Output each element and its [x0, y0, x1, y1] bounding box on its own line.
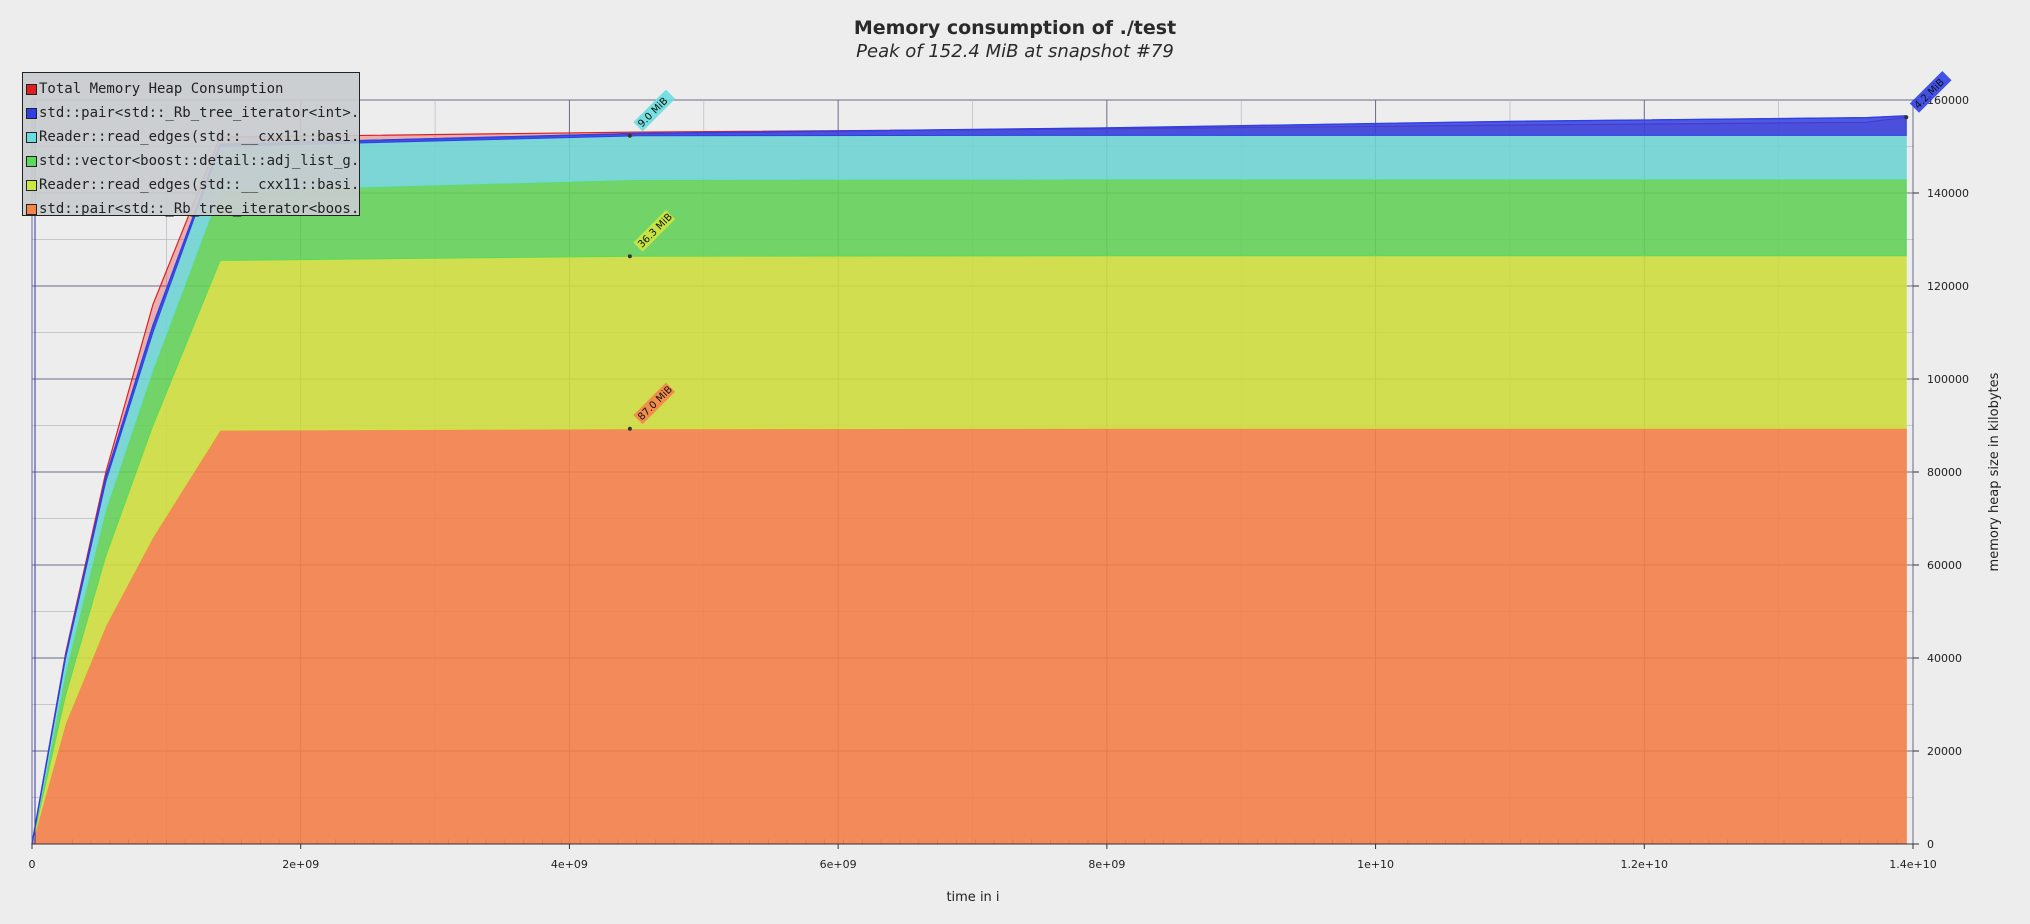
series-area	[31, 427, 1907, 845]
x-axis-label: time in i	[946, 890, 999, 905]
annotation-point	[627, 254, 632, 259]
y-axis-label: memory heap size in kilobytes	[1987, 372, 2002, 571]
y-tick-label: 60000	[1927, 559, 1962, 572]
legend-swatch	[26, 203, 37, 215]
annotation-point	[627, 133, 632, 138]
chart-subtitle: Peak of 152.4 MiB at snapshot #79	[856, 41, 1174, 62]
annotation-point	[627, 426, 632, 431]
legend-swatch	[26, 83, 37, 95]
legend-swatch	[26, 179, 37, 191]
x-tick-label: 6e+09	[820, 858, 857, 871]
legend-label: Total Memory Heap Consumption	[39, 81, 284, 97]
annotation-box	[633, 210, 676, 252]
legend-label: Reader::read_edges(std::__cxx11::basi...	[39, 129, 356, 145]
legend-swatch	[26, 155, 37, 167]
x-tick-label: 4e+09	[551, 858, 588, 871]
x-tick-label: 1.4e+10	[1889, 858, 1936, 871]
annotation-point	[1904, 115, 1909, 120]
x-tick-label: 0	[29, 858, 36, 871]
legend-item-series: std::vector<boost::detail::adj_list_g...	[26, 149, 356, 173]
legend-item-series: std::pair<std::_Rb_tree_iterator<boos...	[26, 197, 356, 221]
annotation-box	[633, 89, 676, 132]
legend: Total Memory Heap Consumption std::pair<…	[22, 72, 360, 217]
legend-label: std::pair<std::_Rb_tree_iterator<int>...	[39, 105, 356, 121]
series-line	[31, 115, 1907, 845]
x-tick-label: 8e+09	[1088, 858, 1125, 871]
snapshot-lines	[71, 839, 1898, 844]
legend-item-series: Reader::read_edges(std::__cxx11::basi...	[26, 125, 356, 149]
y-tick-label: 120000	[1927, 280, 1969, 293]
y-tick-label: 100000	[1927, 373, 1969, 386]
legend-item-total: Total Memory Heap Consumption	[26, 77, 356, 101]
legend-label: Reader::read_edges(std::__cxx11::basi...	[39, 177, 356, 193]
annotation: 9.0 MiB	[633, 89, 676, 132]
y-tick-label: 20000	[1927, 745, 1962, 758]
x-tick-label: 1e+10	[1357, 858, 1394, 871]
legend-label: std::pair<std::_Rb_tree_iterator<boos...	[39, 201, 356, 217]
annotation-box	[633, 382, 676, 425]
legend-swatch	[26, 131, 37, 143]
legend-item-series: std::pair<std::_Rb_tree_iterator<int>...	[26, 101, 356, 125]
y-tick-label: 80000	[1927, 466, 1962, 479]
y-tick-label: 40000	[1927, 652, 1962, 665]
annotation-box	[1909, 71, 1952, 113]
x-tick-label: 2e+09	[282, 858, 319, 871]
y-tick-label: 140000	[1927, 187, 1969, 200]
legend-label: std::vector<boost::detail::adj_list_g...	[39, 153, 356, 169]
chart-title: Memory consumption of ./test	[853, 17, 1177, 39]
x-tick-label: 1.2e+10	[1621, 858, 1668, 871]
legend-swatch	[26, 107, 37, 119]
y-tick-label: 0	[1927, 838, 1934, 851]
legend-item-series: Reader::read_edges(std::__cxx11::basi...	[26, 173, 356, 197]
y-tick-label: 160000	[1927, 94, 1969, 107]
annotation-label: 9.0 MiB	[636, 96, 670, 130]
